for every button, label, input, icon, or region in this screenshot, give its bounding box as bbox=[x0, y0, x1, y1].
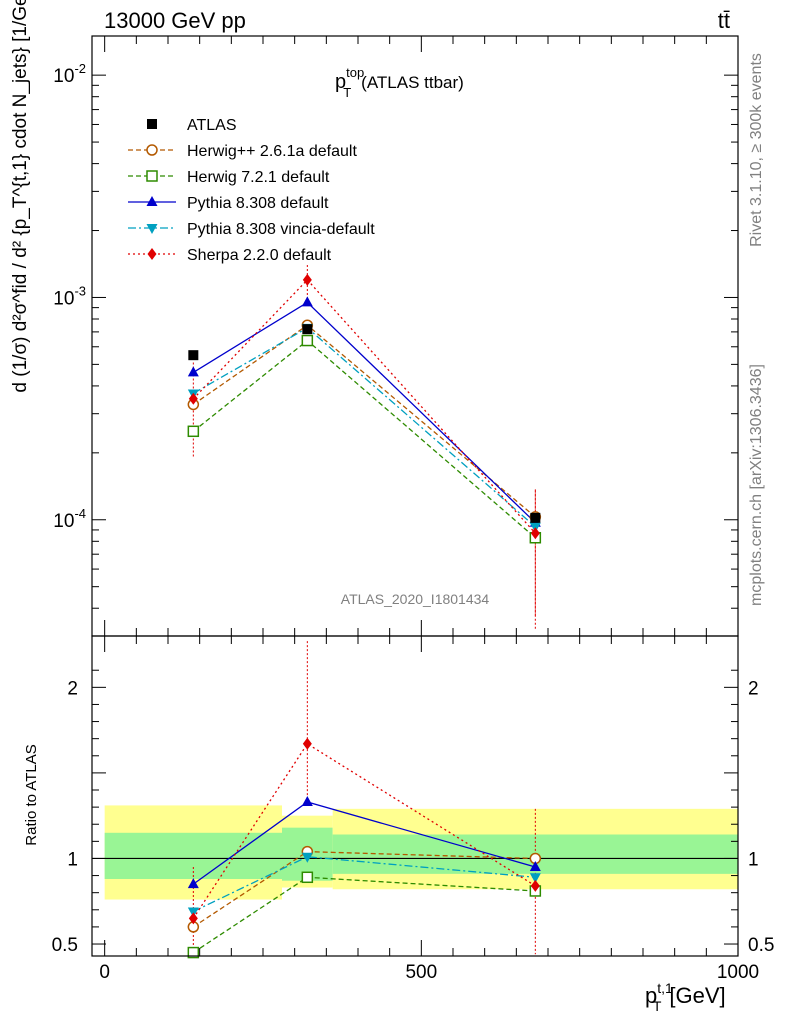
data-point-atlas bbox=[530, 512, 541, 523]
ratio-ytick-label: 2 bbox=[67, 678, 78, 699]
main-ytick-label-base: 10 bbox=[53, 66, 74, 87]
main-ytick-label-exp: -3 bbox=[74, 283, 86, 298]
legend-label-pythia-8-308-default: Pythia 8.308 default bbox=[187, 195, 329, 212]
ratio-point-pythia-8-308-default bbox=[301, 795, 313, 806]
ratio-point-sherpa-2-2-0-default bbox=[530, 879, 540, 892]
ratio-ytick-label-right: 2 bbox=[748, 678, 759, 699]
main-ylabel: d (1/σ) d²σ^fid / d² {p_T^{t,1} cdot N_j… bbox=[10, 0, 31, 393]
data-point-atlas bbox=[302, 324, 313, 335]
main-point-sherpa-2-2-0-default bbox=[188, 392, 198, 405]
main-point-sherpa-2-2-0-default bbox=[530, 527, 540, 540]
legend-label-pythia-8-308-vincia-default: Pythia 8.308 vincia-default bbox=[187, 221, 375, 238]
source-label: mcplots.cern.ch [arXiv:1306.3436] bbox=[748, 364, 765, 606]
legend-label-herwig-2-6-1a-default: Herwig++ 2.6.1a default bbox=[187, 143, 357, 160]
ratio-ytick-label-right: 0.5 bbox=[748, 935, 774, 956]
title-main: p bbox=[335, 71, 346, 93]
plot-title: ptop T (ATLAS ttbar) bbox=[335, 65, 464, 100]
legend-marker-herwig-2-6-1a-default bbox=[146, 144, 158, 156]
main-ytick-label: 10-2 bbox=[53, 61, 86, 87]
series-layer bbox=[187, 264, 542, 959]
xlabel: pt,1 T [GeV] bbox=[645, 980, 726, 1014]
process-label: tt̄ bbox=[718, 8, 730, 33]
rivet-label: Rivet 3.1.10, ≥ 300k events bbox=[748, 53, 765, 247]
main-point-herwig-7-2-1-default bbox=[301, 334, 314, 347]
xlabel-rest: [GeV] bbox=[669, 983, 725, 1008]
energy-label: 13000 GeV pp bbox=[104, 8, 246, 33]
main-line-herwig-2-6-1a-default bbox=[192, 324, 536, 518]
ratio-point-herwig-7-2-1-default bbox=[301, 871, 314, 884]
ratio-point-pythia-8-308-vincia-default bbox=[529, 873, 541, 884]
legend-marker-atlas bbox=[147, 119, 157, 129]
main-point-sherpa-2-2-0-default bbox=[302, 273, 312, 286]
main-ytick-label: 10-4 bbox=[53, 506, 86, 532]
legend-marker-pythia-8-308-default bbox=[146, 196, 158, 206]
legend-marker-pythia-8-308-vincia-default bbox=[146, 224, 158, 234]
xtick-label: 1000 bbox=[717, 962, 759, 983]
legend-marker-sherpa-2-2-0-default bbox=[147, 248, 157, 260]
ratio-point-pythia-8-308-default bbox=[529, 861, 541, 872]
main-ytick-label: 10-3 bbox=[53, 283, 86, 309]
xlabel-sub: T bbox=[653, 998, 662, 1014]
main-line-herwig-7-2-1-default bbox=[192, 339, 536, 539]
ratio-frame bbox=[91, 635, 739, 957]
ratio-point-pythia-8-308-vincia-default bbox=[301, 852, 313, 863]
main-ytick-label-base: 10 bbox=[53, 511, 74, 532]
ratio-ytick-label-right: 1 bbox=[748, 849, 759, 870]
legend: ATLAS Herwig++ 2.6.1a default Herwig 7.2.1… bbox=[128, 117, 375, 264]
ratio-ytick-label: 1 bbox=[67, 849, 78, 870]
main-line-sherpa-2-2-0-default bbox=[192, 278, 536, 534]
legend-marker-herwig-7-2-1-default bbox=[146, 170, 158, 182]
ratio-line-pythia-8-308-vincia-default bbox=[193, 856, 536, 913]
main-ytick-label-exp: -4 bbox=[74, 506, 86, 521]
ratio-ytick-label: 0.5 bbox=[52, 935, 78, 956]
analysis-label: ATLAS_2020_I1801434 bbox=[341, 591, 490, 607]
xlabel-main: p bbox=[645, 983, 657, 1008]
title-sup: top bbox=[346, 65, 364, 80]
ratio-point-pythia-8-308-default bbox=[187, 878, 199, 889]
main-point-pythia-8-308-default bbox=[187, 366, 199, 377]
ratio-point-sherpa-2-2-0-default bbox=[302, 737, 312, 750]
legend-label-sherpa-2-2-0-default: Sherpa 2.2.0 default bbox=[187, 247, 332, 264]
title-rest: (ATLAS ttbar) bbox=[361, 73, 464, 92]
xlabel-sup: t,1 bbox=[657, 980, 673, 996]
ratio-point-herwig-7-2-1-default bbox=[187, 946, 200, 959]
ratio-point-sherpa-2-2-0-default bbox=[188, 912, 198, 925]
ratio-uncertainty-bands bbox=[92, 805, 738, 900]
legend-label-atlas: ATLAS bbox=[187, 117, 237, 134]
xtick-label: 0 bbox=[99, 962, 110, 983]
main-point-herwig-7-2-1-default bbox=[187, 425, 200, 438]
main-point-pythia-8-308-default bbox=[301, 296, 313, 307]
main-ytick-label-exp: -2 bbox=[74, 61, 86, 76]
main-line-pythia-8-308-default bbox=[192, 301, 536, 524]
ratio-ylabel: Ratio to ATLAS bbox=[23, 744, 40, 845]
main-ytick-label-base: 10 bbox=[53, 288, 74, 309]
data-point-atlas bbox=[188, 350, 199, 361]
legend-label-herwig-7-2-1-default: Herwig 7.2.1 default bbox=[187, 169, 330, 186]
title-sub: T bbox=[343, 85, 351, 100]
xtick-label: 500 bbox=[405, 962, 437, 983]
